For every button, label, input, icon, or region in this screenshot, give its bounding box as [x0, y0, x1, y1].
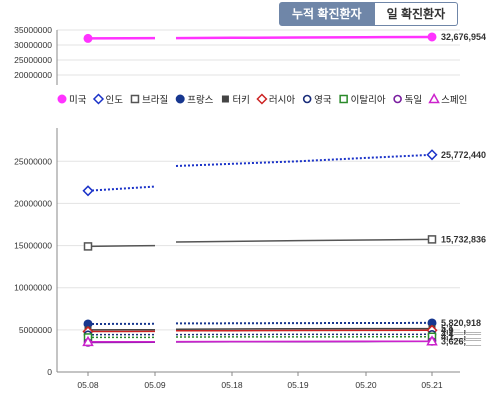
legend-label: 브라질	[142, 94, 168, 106]
data-label: 4,1__,___	[441, 332, 482, 342]
series-line	[175, 321, 433, 325]
legend-label: 미국	[69, 95, 87, 106]
legend-item: 미국	[57, 94, 87, 106]
legend-label: 인도	[105, 95, 123, 106]
legend: 미국 인도 브라질 프랑스 터키 러시아 영국 이탈리아 독일 스페인	[57, 92, 467, 106]
data-label: 5,1__,___	[441, 324, 482, 334]
legend-label: 터키	[232, 95, 249, 106]
data-label: 32,676,954	[441, 32, 486, 42]
y-tick-label: 30000000	[14, 40, 52, 50]
legend-marker	[221, 95, 229, 103]
legend-item: 이탈리아	[339, 94, 386, 106]
y-tick-label: 25000000	[14, 55, 52, 65]
legend-label: 독일	[405, 95, 422, 106]
series-5: 4,9__,___	[82, 324, 482, 338]
y-tick-label: 20000000	[14, 198, 52, 208]
data-label: 25,772,440	[441, 150, 486, 160]
legend-label: 이탈리아	[351, 94, 386, 106]
data-point	[427, 235, 437, 244]
legend-item: 스페인	[428, 92, 467, 106]
legend-marker	[339, 94, 348, 104]
series-3: 5,820,918	[83, 318, 481, 329]
legend-label: 스페인	[441, 95, 467, 106]
series-0: 32,676,954	[83, 32, 486, 43]
data-label: 4,9__,___	[441, 325, 482, 335]
legend-label: 러시아	[269, 95, 295, 106]
legend-item: 독일	[393, 94, 422, 106]
legend-item: 러시아	[256, 93, 295, 106]
series-9	[82, 335, 438, 347]
data-point	[427, 32, 437, 42]
tab-cumulative-cases[interactable]: 누적 확진환자	[279, 2, 375, 26]
legend-marker	[130, 94, 140, 104]
legend-marker	[57, 94, 67, 104]
y-tick-label: 0	[47, 367, 52, 377]
data-label: 3,626,___	[441, 336, 482, 346]
y-tick-label: 25000000	[14, 156, 52, 166]
data-label: 5,820,918	[441, 318, 481, 328]
data-label: 4,4__,___	[441, 329, 482, 339]
legend-marker	[428, 92, 440, 104]
legend-marker	[256, 93, 268, 105]
series-line	[175, 329, 433, 332]
panel-1: 0 5000000 10000000 15000000 20000000 25000000	[14, 128, 460, 377]
legend-label: 프랑스	[187, 94, 213, 106]
series-line	[87, 185, 156, 192]
series-7: 4,1__,___	[83, 332, 482, 342]
x-tick-label: 05.08	[77, 380, 99, 390]
x-tick-label: 05.21	[421, 380, 443, 390]
data-point	[426, 149, 438, 161]
legend-marker	[393, 94, 402, 104]
view-tabs: 누적 확진환자 일 확진환자	[279, 2, 459, 26]
x-tick-label: 05.20	[355, 380, 377, 390]
data-point	[83, 33, 93, 43]
x-tick-label: 05.09	[144, 380, 166, 390]
y-tick-label: 35000000	[14, 25, 52, 35]
y-tick-label: 15000000	[14, 241, 52, 251]
series-line	[175, 327, 432, 330]
legend-item: 영국	[302, 94, 332, 106]
data-point	[426, 335, 438, 346]
legend-item: 브라질	[130, 94, 168, 106]
series-line	[87, 244, 156, 248]
series-line	[175, 238, 433, 243]
tab-daily-cases[interactable]: 일 확진환자	[374, 2, 459, 26]
x-tick-label: 05.18	[221, 380, 243, 390]
series-line	[175, 35, 433, 40]
data-point	[82, 185, 94, 197]
series-2: 15,732,836	[83, 234, 486, 251]
data-point	[83, 242, 93, 251]
y-tick-label: 20000000	[14, 70, 52, 80]
series-1: 25,772,440	[82, 149, 486, 197]
legend-marker	[302, 94, 312, 104]
legend-item: 프랑스	[175, 94, 214, 106]
y-tick-label: 10000000	[14, 283, 52, 293]
legend-item: 터키	[221, 95, 250, 106]
legend-marker	[175, 94, 185, 104]
legend-item: 인도	[92, 93, 123, 106]
legend-label: 영국	[314, 95, 332, 106]
data-point	[82, 335, 94, 347]
x-tick-label: 05.19	[287, 380, 309, 390]
data-label: 15,732,836	[441, 234, 486, 244]
y-tick-label: 5000000	[19, 325, 52, 335]
series-line	[175, 153, 433, 167]
panel-0: 20000000 25000000 30000000 35000000	[14, 25, 460, 85]
legend-marker	[92, 93, 105, 105]
